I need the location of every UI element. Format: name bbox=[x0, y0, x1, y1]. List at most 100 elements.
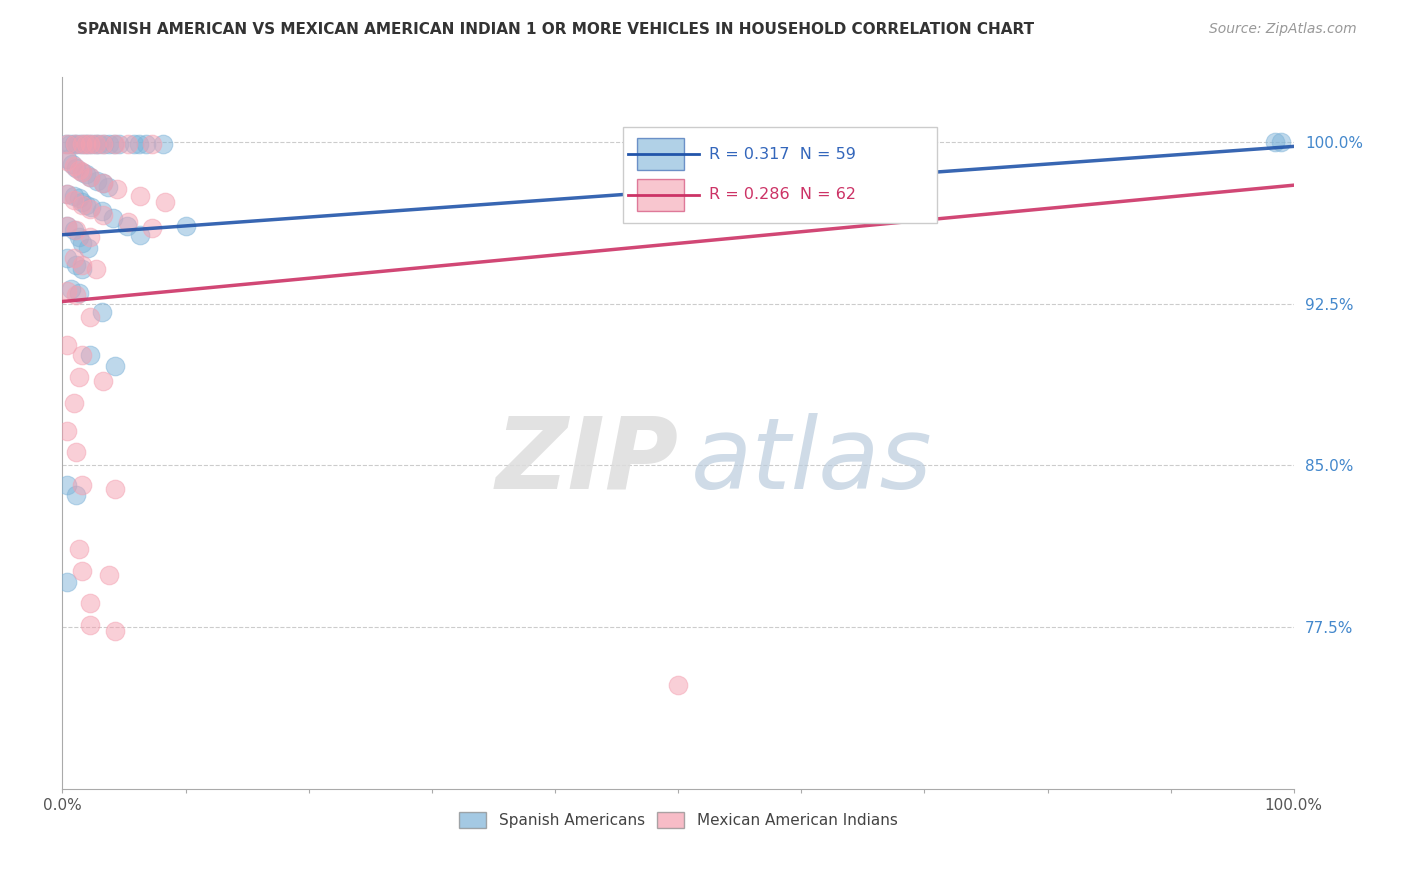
Point bbox=[70, 165, 93, 179]
Point bbox=[70, 236, 93, 251]
Point bbox=[67, 542, 90, 557]
Point bbox=[128, 137, 150, 152]
Point bbox=[84, 137, 107, 152]
Point bbox=[56, 337, 79, 351]
Point bbox=[56, 424, 79, 438]
Point bbox=[56, 186, 79, 201]
Point bbox=[1264, 135, 1286, 149]
Point bbox=[67, 370, 90, 384]
Point bbox=[75, 168, 97, 182]
Point bbox=[91, 374, 114, 388]
Point bbox=[101, 211, 124, 225]
Point bbox=[62, 252, 84, 266]
Text: R = 0.286  N = 62: R = 0.286 N = 62 bbox=[709, 187, 856, 202]
Point bbox=[97, 180, 120, 194]
Point bbox=[70, 348, 93, 362]
Point bbox=[70, 165, 93, 179]
Point bbox=[122, 137, 145, 152]
Point bbox=[62, 194, 84, 208]
Point bbox=[86, 174, 108, 188]
Point bbox=[79, 169, 101, 184]
Legend: Spanish Americans, Mexican American Indians: Spanish Americans, Mexican American Indi… bbox=[453, 806, 904, 834]
Point bbox=[56, 219, 79, 233]
Point bbox=[70, 197, 93, 211]
Point bbox=[89, 137, 111, 152]
Point bbox=[62, 396, 84, 410]
Point bbox=[79, 596, 101, 610]
Text: R = 0.317  N = 59: R = 0.317 N = 59 bbox=[709, 147, 856, 161]
Point bbox=[104, 482, 127, 496]
Point bbox=[70, 477, 93, 491]
Bar bbox=[637, 178, 685, 211]
Point bbox=[1270, 135, 1292, 149]
Point bbox=[70, 137, 93, 152]
Point bbox=[79, 348, 101, 362]
Point bbox=[135, 137, 157, 152]
Point bbox=[174, 219, 197, 233]
Point bbox=[62, 159, 84, 173]
Point bbox=[105, 182, 128, 196]
Point bbox=[56, 154, 79, 169]
Point bbox=[91, 208, 114, 222]
Point bbox=[79, 169, 101, 184]
Point bbox=[56, 477, 79, 491]
Point bbox=[67, 163, 90, 178]
Point bbox=[90, 305, 112, 319]
Point bbox=[63, 137, 86, 152]
Point bbox=[55, 137, 77, 152]
Point bbox=[666, 678, 689, 692]
Point bbox=[129, 189, 152, 203]
Point bbox=[104, 624, 127, 639]
Point bbox=[129, 227, 152, 242]
Point bbox=[108, 137, 131, 152]
Point bbox=[77, 241, 100, 255]
Point bbox=[98, 568, 121, 582]
Point bbox=[65, 258, 87, 272]
Point bbox=[79, 202, 101, 216]
Point bbox=[117, 215, 139, 229]
Point bbox=[79, 230, 101, 244]
Point bbox=[93, 137, 115, 152]
Point bbox=[141, 137, 163, 152]
Point bbox=[141, 221, 163, 235]
Point bbox=[56, 186, 79, 201]
Point bbox=[66, 137, 89, 152]
Point bbox=[67, 230, 90, 244]
Point bbox=[62, 137, 84, 152]
Point bbox=[84, 262, 107, 277]
Text: ZIP: ZIP bbox=[495, 413, 678, 510]
Point bbox=[80, 200, 103, 214]
Point bbox=[67, 191, 90, 205]
Point bbox=[84, 137, 107, 152]
Point bbox=[65, 488, 87, 502]
Point bbox=[117, 137, 139, 152]
Point bbox=[90, 204, 112, 219]
Point bbox=[104, 137, 127, 152]
Point bbox=[75, 137, 97, 152]
Point bbox=[56, 153, 79, 167]
Point bbox=[70, 258, 93, 272]
Point bbox=[62, 223, 84, 237]
FancyBboxPatch shape bbox=[623, 128, 936, 223]
Point bbox=[73, 137, 96, 152]
Point bbox=[91, 176, 114, 190]
Point bbox=[62, 189, 84, 203]
Point bbox=[79, 310, 101, 324]
Point bbox=[115, 219, 138, 233]
Point bbox=[79, 137, 101, 152]
Point bbox=[56, 137, 79, 152]
Point bbox=[70, 262, 93, 277]
Point bbox=[70, 137, 93, 152]
Point bbox=[59, 137, 82, 152]
Point bbox=[65, 223, 87, 237]
Point bbox=[103, 137, 125, 152]
Point bbox=[65, 288, 87, 302]
Point bbox=[60, 282, 83, 296]
Point bbox=[98, 137, 121, 152]
Text: atlas: atlas bbox=[690, 413, 932, 510]
Point bbox=[67, 285, 90, 300]
Point bbox=[77, 137, 100, 152]
Point bbox=[75, 197, 97, 211]
Point bbox=[153, 195, 176, 210]
Point bbox=[56, 284, 79, 298]
